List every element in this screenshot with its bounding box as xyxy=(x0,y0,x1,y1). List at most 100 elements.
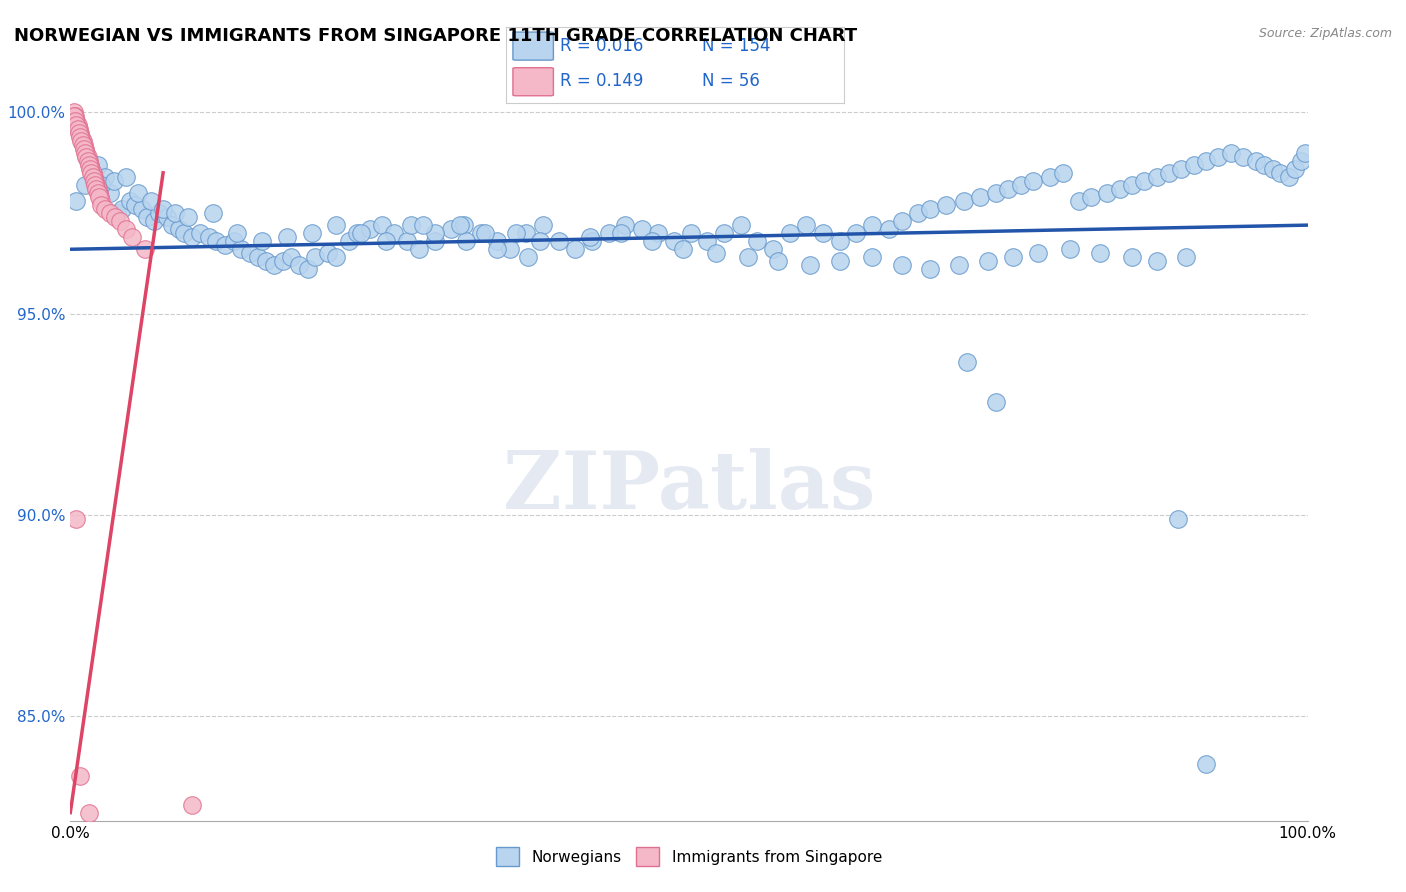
Point xyxy=(548,234,571,248)
Point xyxy=(80,161,103,176)
Point xyxy=(66,121,89,136)
Point xyxy=(205,234,228,248)
Point xyxy=(167,222,190,236)
Point xyxy=(301,226,323,240)
Point xyxy=(997,182,1019,196)
Point xyxy=(713,226,735,240)
Point xyxy=(1039,169,1062,184)
Point xyxy=(104,210,127,224)
Point xyxy=(69,769,91,783)
Point xyxy=(860,218,883,232)
Point xyxy=(517,250,540,264)
Point xyxy=(337,234,360,248)
Point xyxy=(180,230,202,244)
Point xyxy=(1170,161,1192,176)
Point xyxy=(84,182,107,196)
Point xyxy=(1167,512,1189,526)
Point xyxy=(641,234,664,248)
FancyBboxPatch shape xyxy=(513,32,554,60)
Point xyxy=(84,174,107,188)
Point xyxy=(239,246,262,260)
Point xyxy=(1278,169,1301,184)
Point xyxy=(73,142,96,156)
Point xyxy=(288,258,311,272)
Point xyxy=(131,202,153,216)
Point xyxy=(598,226,620,240)
Point xyxy=(1133,174,1156,188)
Point xyxy=(1284,161,1306,176)
Point xyxy=(80,166,103,180)
Point xyxy=(1146,254,1168,268)
Point xyxy=(1270,166,1292,180)
Point xyxy=(165,206,187,220)
Point xyxy=(67,121,90,136)
Point xyxy=(143,214,166,228)
Point xyxy=(316,246,339,260)
Point xyxy=(449,218,471,232)
Point xyxy=(65,194,87,208)
Point xyxy=(118,194,141,208)
Text: ZIPatlas: ZIPatlas xyxy=(503,449,875,526)
Point xyxy=(977,254,1000,268)
Point xyxy=(920,262,942,277)
Point xyxy=(84,178,107,192)
Point xyxy=(1052,166,1074,180)
Legend: Norwegians, Immigrants from Singapore: Norwegians, Immigrants from Singapore xyxy=(489,841,889,872)
Point xyxy=(470,226,492,240)
Point xyxy=(745,234,768,248)
Point xyxy=(325,250,347,264)
Point xyxy=(247,250,270,264)
Point xyxy=(952,194,974,208)
Point xyxy=(63,105,86,120)
Point xyxy=(69,129,91,144)
Point xyxy=(828,234,851,248)
Point xyxy=(730,218,752,232)
Point xyxy=(87,186,110,200)
Point xyxy=(229,242,252,256)
Point xyxy=(610,226,633,240)
Point xyxy=(672,242,695,256)
Point xyxy=(75,145,97,160)
Point xyxy=(198,230,221,244)
Point xyxy=(779,226,801,240)
Point xyxy=(1108,182,1130,196)
Point xyxy=(920,202,942,216)
Point xyxy=(127,186,149,200)
Point xyxy=(65,113,87,128)
Point xyxy=(65,118,87,132)
Point xyxy=(180,797,202,812)
Point xyxy=(79,158,101,172)
Point xyxy=(156,210,179,224)
Point xyxy=(425,234,447,248)
Point xyxy=(1002,250,1025,264)
Point xyxy=(67,126,90,140)
Point xyxy=(1080,190,1102,204)
Point xyxy=(647,226,669,240)
Text: NORWEGIAN VS IMMIGRANTS FROM SINGAPORE 11TH GRADE CORRELATION CHART: NORWEGIAN VS IMMIGRANTS FROM SINGAPORE 1… xyxy=(14,27,858,45)
Point xyxy=(63,110,86,124)
Point xyxy=(148,206,170,220)
Point xyxy=(696,234,718,248)
Point xyxy=(86,158,108,172)
Point xyxy=(105,206,128,220)
Point xyxy=(1208,150,1230,164)
Point xyxy=(1253,158,1275,172)
Point xyxy=(139,194,162,208)
Point xyxy=(1195,757,1218,772)
Point xyxy=(75,150,97,164)
Point xyxy=(254,254,277,268)
Point xyxy=(948,258,970,272)
Point xyxy=(79,161,101,176)
Point xyxy=(681,226,703,240)
Point xyxy=(201,206,224,220)
Point xyxy=(969,190,991,204)
Point xyxy=(1146,169,1168,184)
Point xyxy=(89,190,111,204)
Point xyxy=(631,222,654,236)
Point xyxy=(86,186,108,200)
Point xyxy=(98,206,121,220)
Point xyxy=(1219,145,1241,160)
Point xyxy=(82,169,104,184)
Text: N = 154: N = 154 xyxy=(702,37,770,55)
Point xyxy=(505,226,527,240)
